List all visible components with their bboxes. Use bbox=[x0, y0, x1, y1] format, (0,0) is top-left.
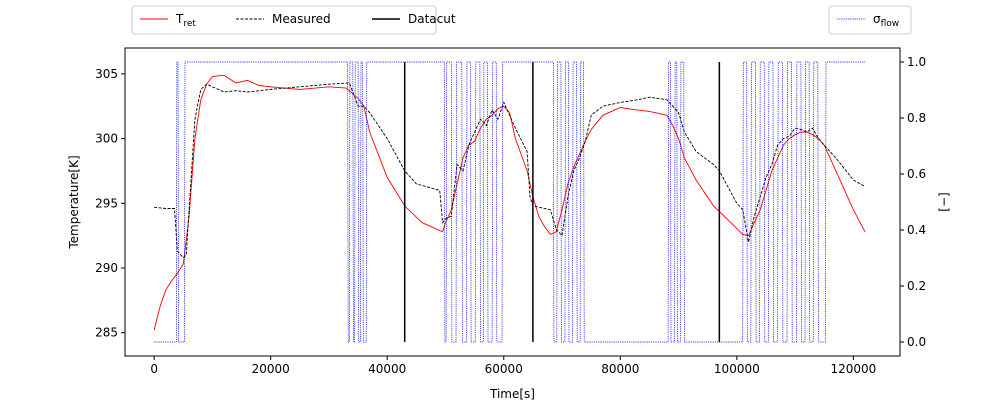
legend-frame bbox=[131, 5, 437, 35]
y-tick-label-3: 300 bbox=[95, 132, 118, 146]
x-tick-label-5: 100000 bbox=[714, 362, 760, 376]
legend-right: σflow bbox=[828, 5, 912, 35]
y2-axis-title: [−] bbox=[937, 192, 951, 211]
x-tick-label-1: 20000 bbox=[252, 362, 290, 376]
y-tick-label-2: 295 bbox=[95, 196, 118, 210]
axes: 0 20000 40000 60000 80000 100000 120000 285 290 2… bbox=[95, 47, 926, 376]
series-line-1 bbox=[154, 82, 866, 259]
x-axis-title: Time[s] bbox=[489, 387, 535, 400]
legend-frame bbox=[828, 5, 912, 35]
x-tick-label-4: 80000 bbox=[601, 362, 639, 376]
x-tick-label-0: 0 bbox=[150, 362, 158, 376]
y2-tick-label-3: 0.6 bbox=[907, 167, 926, 181]
y-tick-label-0: 285 bbox=[95, 326, 118, 340]
legend-left: Tret Measured Datacut bbox=[131, 5, 456, 35]
plot-area bbox=[153, 61, 866, 343]
y2-tick-label-2: 0.4 bbox=[907, 223, 926, 237]
y2-tick-label-5: 1.0 bbox=[907, 55, 926, 69]
x-tick-label-2: 40000 bbox=[368, 362, 406, 376]
y2-tick-label-4: 0.8 bbox=[907, 111, 926, 125]
series-line-2 bbox=[154, 61, 865, 343]
y-axis-title: Temperature[K] bbox=[67, 155, 81, 249]
x-tick-label-3: 60000 bbox=[485, 362, 523, 376]
y-tick-label-4: 305 bbox=[95, 67, 118, 81]
series-line-0 bbox=[153, 74, 866, 331]
plot-frame bbox=[124, 47, 901, 357]
y2-tick-label-1: 0.2 bbox=[907, 279, 926, 293]
x-tick-label-6: 120000 bbox=[830, 362, 876, 376]
legend-label-1: Measured bbox=[272, 12, 331, 26]
y2-tick-label-0: 0.0 bbox=[907, 335, 926, 349]
legend-label-2: Datacut bbox=[408, 12, 456, 26]
y-tick-label-1: 290 bbox=[95, 261, 118, 275]
